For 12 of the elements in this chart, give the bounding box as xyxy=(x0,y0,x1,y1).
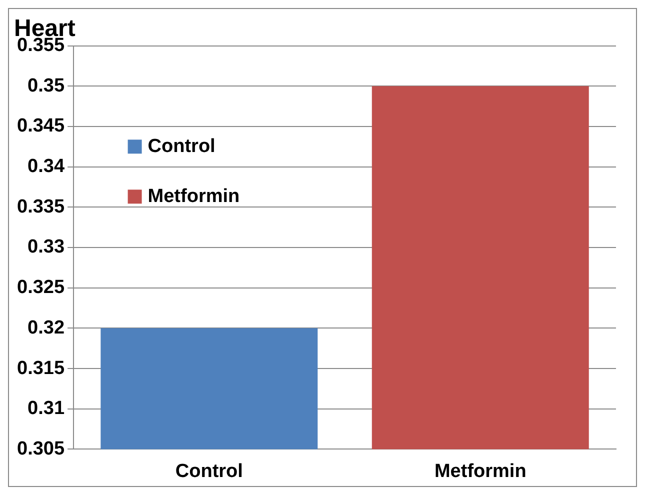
y-tick-label: 0.31 xyxy=(28,398,65,420)
y-tick-label: 0.345 xyxy=(17,116,65,137)
y-tick-label: 0.335 xyxy=(17,196,65,218)
y-tick-label: 0.325 xyxy=(17,277,65,298)
y-tick-label: 0.34 xyxy=(28,156,65,178)
y-tick-label: 0.315 xyxy=(17,358,65,379)
y-tick-label: 0.35 xyxy=(28,75,65,96)
legend-label: Control xyxy=(148,136,216,157)
y-tick-label: 0.33 xyxy=(28,236,65,258)
legend-label: Metformin xyxy=(148,186,240,207)
y-tick-label: 0.305 xyxy=(17,438,65,460)
y-tick-label: 0.32 xyxy=(28,317,65,338)
